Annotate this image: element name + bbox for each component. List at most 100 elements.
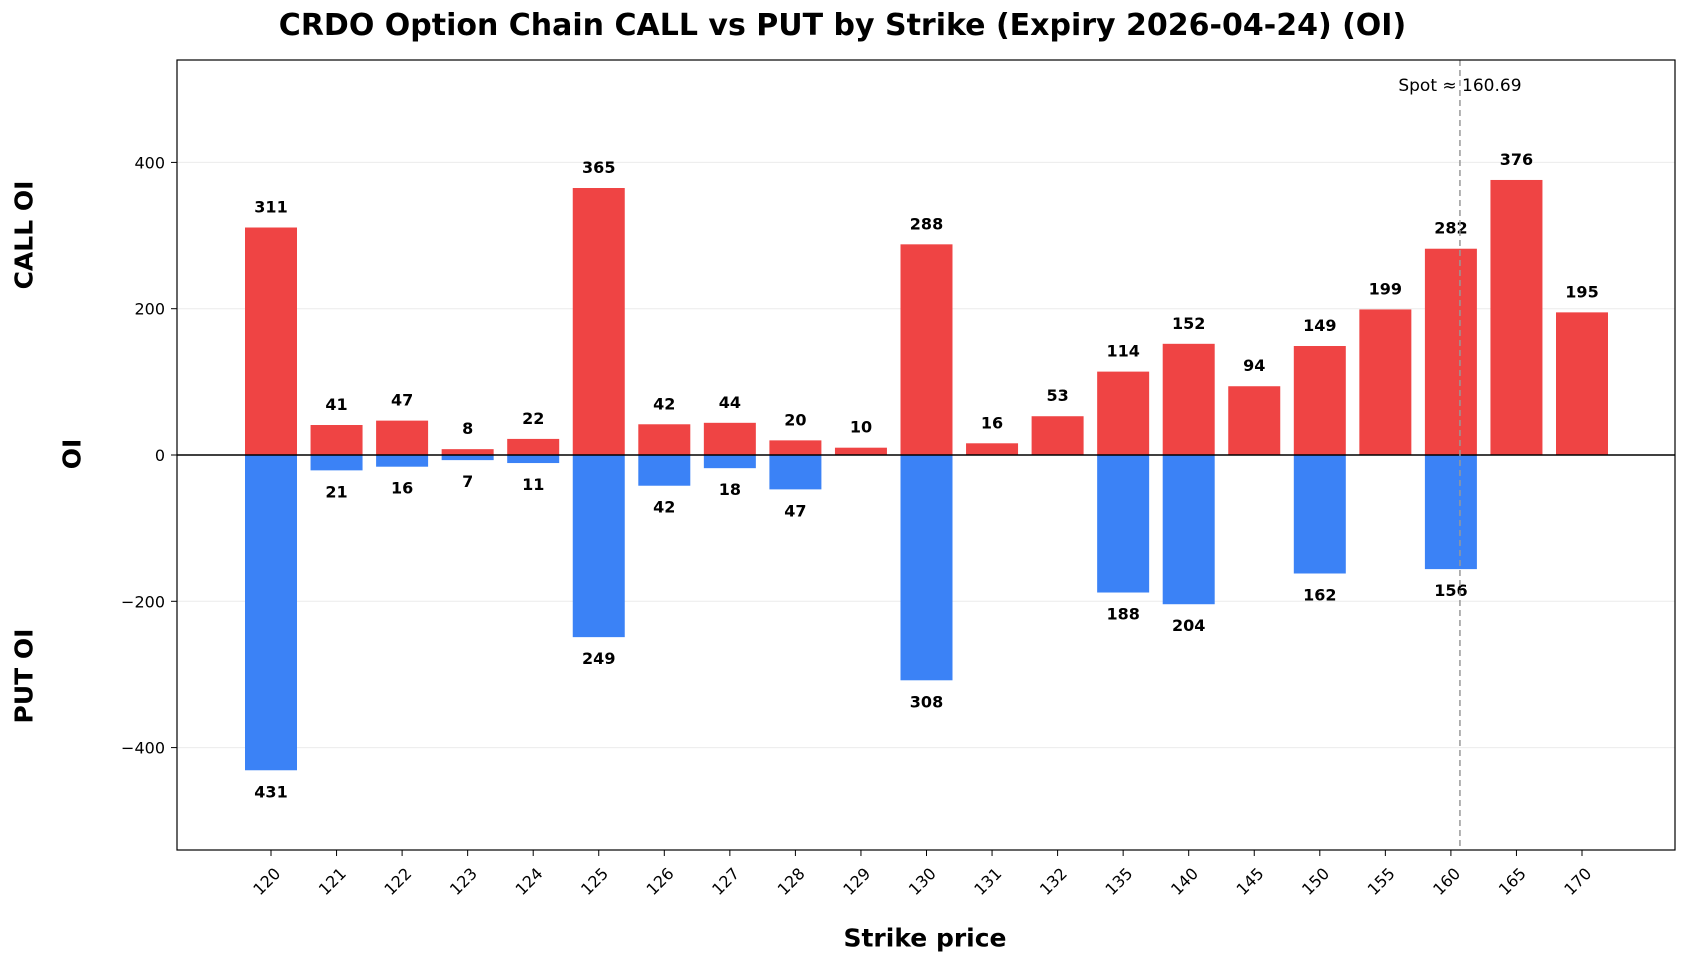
put-bar <box>507 455 560 464</box>
call-value-label: 22 <box>522 409 544 428</box>
call-value-label: 41 <box>325 395 347 414</box>
call-bar <box>1556 312 1608 455</box>
chart-title: CRDO Option Chain CALL vs PUT by Strike … <box>278 8 1407 43</box>
put-value-label: 16 <box>391 479 413 498</box>
call-bar <box>1293 346 1346 455</box>
call-value-label: 53 <box>1046 386 1068 405</box>
put-value-label: 188 <box>1106 605 1139 624</box>
x-tick-label: 128 <box>774 864 809 899</box>
call-value-label: 195 <box>1565 282 1598 301</box>
put-value-label: 308 <box>910 692 943 711</box>
x-tick-label: 150 <box>1298 864 1333 899</box>
put-value-label: 42 <box>653 498 675 517</box>
call-bar <box>376 420 429 455</box>
call-bar <box>769 440 822 455</box>
put-bar <box>703 455 756 469</box>
call-bar <box>441 449 494 455</box>
put-bar <box>900 455 953 681</box>
call-bar <box>1162 343 1215 455</box>
put-bar <box>1424 455 1477 570</box>
call-bar <box>1031 416 1084 455</box>
x-tick-label: 165 <box>1495 864 1530 899</box>
y-tick-label: 200 <box>134 300 165 319</box>
x-tick-label: 125 <box>577 864 612 899</box>
x-tick-label: 170 <box>1560 864 1595 899</box>
x-tick-label: 124 <box>511 864 546 899</box>
y-tick-label: −200 <box>121 592 165 611</box>
x-tick-label: 130 <box>905 864 940 899</box>
x-tick-label: 126 <box>643 864 678 899</box>
call-bar <box>245 227 297 455</box>
call-bar <box>638 424 691 455</box>
call-bar <box>572 188 625 455</box>
call-bar <box>1097 371 1150 455</box>
put-value-label: 18 <box>719 480 741 499</box>
x-tick-label: 155 <box>1364 864 1399 899</box>
x-tick-label: 122 <box>380 864 415 899</box>
put-value-label: 7 <box>462 472 473 491</box>
x-tick-label: 135 <box>1101 864 1136 899</box>
call-value-label: 114 <box>1106 342 1139 361</box>
put-value-label: 21 <box>325 482 347 501</box>
call-value-label: 94 <box>1243 356 1265 375</box>
put-value-label: 431 <box>254 782 287 801</box>
x-tick-label: 140 <box>1167 864 1202 899</box>
put-value-label: 162 <box>1303 586 1336 605</box>
x-tick-label: 145 <box>1233 864 1268 899</box>
x-tick-label: 129 <box>839 864 874 899</box>
call-bar <box>900 244 953 455</box>
call-value-label: 365 <box>582 158 615 177</box>
y-tick-label: 400 <box>134 153 165 172</box>
put-bar <box>310 455 363 471</box>
call-bar <box>1359 309 1412 455</box>
call-bar <box>834 447 887 455</box>
put-bar <box>441 455 494 461</box>
call-bar <box>1424 248 1477 455</box>
put-bar <box>376 455 429 467</box>
call-value-label: 44 <box>719 393 741 412</box>
call-value-label: 149 <box>1303 316 1336 335</box>
call-value-label: 47 <box>391 391 413 410</box>
y-tick-label: −400 <box>121 739 165 758</box>
put-bar <box>245 455 297 771</box>
call-value-label: 42 <box>653 394 675 413</box>
call-value-label: 16 <box>981 413 1003 432</box>
call-value-label: 288 <box>910 214 943 233</box>
call-value-label: 311 <box>254 198 287 217</box>
call-bar <box>507 438 560 455</box>
put-value-label: 204 <box>1172 616 1205 635</box>
put-value-label: 156 <box>1434 581 1467 600</box>
call-bar <box>1490 179 1543 456</box>
call-bar <box>1228 386 1281 455</box>
put-bar <box>769 455 822 490</box>
x-tick-label: 120 <box>249 864 284 899</box>
call-value-label: 10 <box>850 418 872 437</box>
put-bar <box>572 455 625 638</box>
call-value-label: 8 <box>462 419 473 438</box>
call-bar <box>966 443 1019 455</box>
call-value-label: 282 <box>1434 219 1467 238</box>
x-axis-label: Strike price <box>843 923 1007 953</box>
put-bar <box>638 455 691 486</box>
y-tick-label: 0 <box>155 446 165 465</box>
call-value-label: 376 <box>1500 150 1533 169</box>
x-tick-label: 160 <box>1429 864 1464 899</box>
put-value-label: 249 <box>582 649 615 668</box>
x-tick-label: 123 <box>446 864 481 899</box>
spot-label: Spot ≈ 160.69 <box>1398 76 1521 96</box>
call-value-label: 152 <box>1172 314 1205 333</box>
call-bar <box>703 422 756 455</box>
call-bar <box>310 425 363 455</box>
call-value-label: 199 <box>1369 279 1402 298</box>
x-tick-label: 127 <box>708 864 743 899</box>
put-bar <box>1162 455 1215 605</box>
x-tick-label: 132 <box>1036 864 1071 899</box>
put-value-label: 11 <box>522 475 544 494</box>
x-tick-label: 121 <box>315 864 350 899</box>
put-value-label: 47 <box>784 501 806 520</box>
x-tick-label: 131 <box>970 864 1005 899</box>
put-bar <box>1293 455 1346 574</box>
put-bar <box>1097 455 1150 593</box>
call-value-label: 20 <box>784 410 806 429</box>
